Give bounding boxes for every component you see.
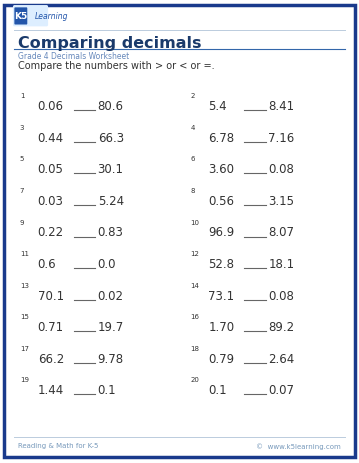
Text: 1.44: 1.44	[38, 383, 64, 396]
Text: 0.6: 0.6	[38, 257, 56, 270]
Text: 0.79: 0.79	[208, 352, 234, 365]
Text: 0.0: 0.0	[98, 257, 116, 270]
Text: 30.1: 30.1	[98, 163, 123, 176]
Text: 5: 5	[20, 156, 24, 162]
Text: 70.1: 70.1	[38, 289, 64, 302]
FancyBboxPatch shape	[14, 8, 27, 25]
Text: 10: 10	[190, 219, 199, 225]
Text: 0.02: 0.02	[98, 289, 123, 302]
Text: 18: 18	[190, 345, 199, 351]
Text: 7: 7	[20, 188, 24, 194]
Text: 0.1: 0.1	[208, 383, 227, 396]
Text: 89.2: 89.2	[268, 320, 294, 333]
Text: 2.64: 2.64	[268, 352, 294, 365]
Text: 12: 12	[190, 250, 199, 257]
Text: 5.24: 5.24	[98, 194, 124, 207]
Text: 11: 11	[20, 250, 29, 257]
Text: Compare the numbers with > or < or =.: Compare the numbers with > or < or =.	[18, 61, 215, 71]
Text: 2: 2	[190, 93, 195, 99]
Text: 0.06: 0.06	[38, 100, 64, 113]
Text: 18.1: 18.1	[268, 257, 294, 270]
Text: 1: 1	[20, 93, 24, 99]
Text: 7.16: 7.16	[268, 131, 294, 144]
Text: Comparing decimals: Comparing decimals	[18, 36, 201, 51]
Text: 0.05: 0.05	[38, 163, 64, 176]
Text: 19.7: 19.7	[98, 320, 124, 333]
Text: 0.44: 0.44	[38, 131, 64, 144]
Text: 3.60: 3.60	[208, 163, 234, 176]
Text: 3.15: 3.15	[268, 194, 294, 207]
Text: 0.71: 0.71	[38, 320, 64, 333]
Text: 80.6: 80.6	[98, 100, 123, 113]
Text: 15: 15	[20, 313, 29, 319]
Text: 0.08: 0.08	[268, 163, 294, 176]
Text: 3: 3	[20, 125, 24, 131]
Text: K5: K5	[14, 13, 27, 21]
Text: Grade 4 Decimals Worksheet: Grade 4 Decimals Worksheet	[18, 52, 129, 61]
Text: 17: 17	[20, 345, 29, 351]
Text: 8.07: 8.07	[268, 226, 294, 239]
Text: 13: 13	[20, 282, 29, 288]
Text: 0.08: 0.08	[268, 289, 294, 302]
Text: 73.1: 73.1	[208, 289, 234, 302]
Text: 0.1: 0.1	[98, 383, 116, 396]
Text: 66.2: 66.2	[38, 352, 64, 365]
Text: 16: 16	[190, 313, 199, 319]
Text: Learning: Learning	[35, 13, 69, 21]
Text: 19: 19	[20, 376, 29, 382]
Text: 0.03: 0.03	[38, 194, 64, 207]
Text: 96.9: 96.9	[208, 226, 234, 239]
Text: Reading & Math for K-5: Reading & Math for K-5	[18, 442, 98, 448]
Text: 0.22: 0.22	[38, 226, 64, 239]
Text: 9.78: 9.78	[98, 352, 124, 365]
Text: 8.41: 8.41	[268, 100, 294, 113]
Text: 0.56: 0.56	[208, 194, 234, 207]
Text: 6: 6	[190, 156, 195, 162]
Text: 9: 9	[20, 219, 24, 225]
Text: 0.83: 0.83	[98, 226, 123, 239]
Text: 52.8: 52.8	[208, 257, 234, 270]
Text: 14: 14	[190, 282, 199, 288]
FancyBboxPatch shape	[13, 6, 48, 27]
Text: 4: 4	[190, 125, 195, 131]
Text: 8: 8	[190, 188, 195, 194]
Text: 1.70: 1.70	[208, 320, 234, 333]
Text: 6.78: 6.78	[208, 131, 234, 144]
Text: ©  www.k5learning.com: © www.k5learning.com	[256, 442, 341, 449]
Text: 20: 20	[190, 376, 199, 382]
Text: 0.07: 0.07	[268, 383, 294, 396]
Text: 5.4: 5.4	[208, 100, 227, 113]
Text: 66.3: 66.3	[98, 131, 124, 144]
